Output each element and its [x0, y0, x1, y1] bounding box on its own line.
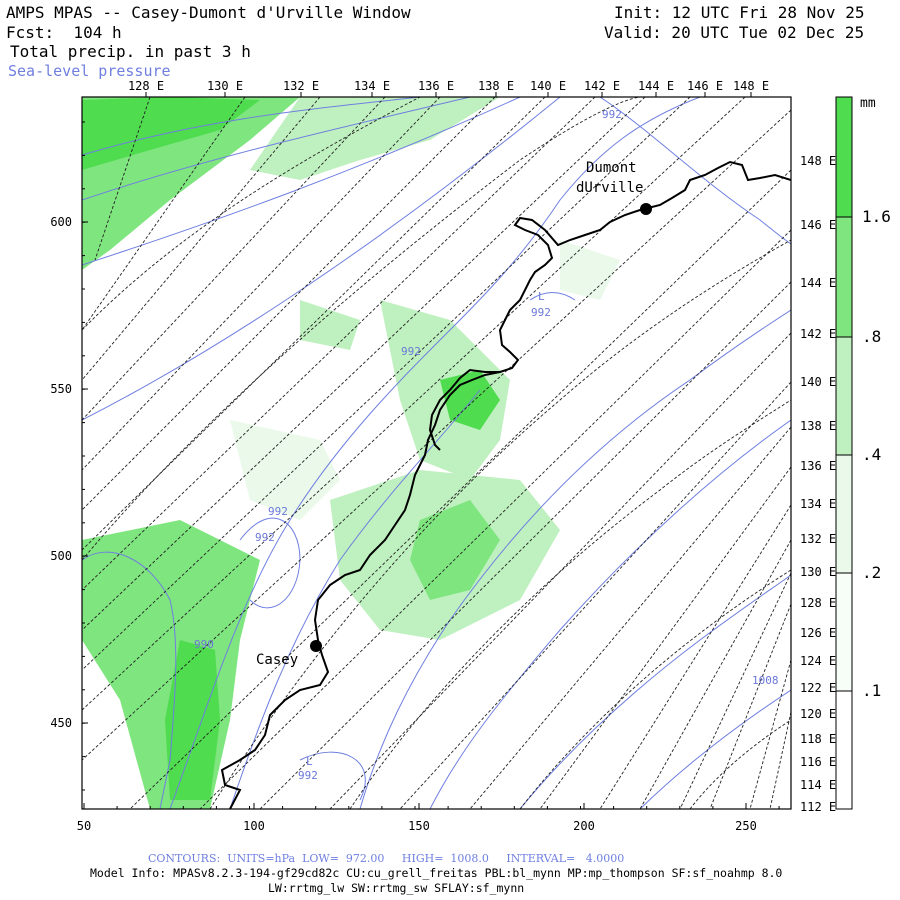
top-longitude-labels: 128 E 130 E 132 E 134 E 136 E 138 E 140 E 142 E…: [128, 79, 769, 97]
colorbar-segment-none: [836, 691, 852, 809]
top-lon-label-7: 142 E: [584, 79, 620, 93]
y-tick-label-450: 450: [50, 716, 72, 730]
colorbar-label-0.8: .8: [862, 327, 881, 346]
low-label-south: L: [306, 755, 313, 768]
y-tick-label-500: 500: [50, 549, 72, 563]
top-lon-label-5: 138 E: [478, 79, 514, 93]
x-tick-label-250: 250: [735, 819, 757, 833]
right-lon-label-7: 134 E: [800, 497, 836, 511]
precip-shading: [82, 97, 791, 809]
contour-label-1008: 1008: [752, 674, 779, 687]
top-lon-label-2: 132 E: [283, 79, 319, 93]
colorbar-unit: mm: [860, 96, 876, 111]
right-lon-label-13: 122 E: [800, 681, 836, 695]
colorbar-segment-lightest: [836, 573, 852, 691]
right-lon-label-5: 138 E: [800, 419, 836, 433]
y-tick-label-550: 550: [50, 382, 72, 396]
right-lon-label-8: 132 E: [800, 532, 836, 546]
precip-area-p6: [410, 500, 500, 600]
right-lon-label-6: 136 E: [800, 459, 836, 473]
field-description: Total precip. in past 3 h: [10, 42, 251, 61]
right-lon-label-2: 144 E: [800, 276, 836, 290]
coastline: [220, 160, 791, 809]
right-lon-label-4: 140 E: [800, 375, 836, 389]
y-tick-label-600: 600: [50, 215, 72, 229]
right-lon-label-15: 118 E: [800, 732, 836, 746]
contour-labels: 992 992 992 992 992 990 992 1008 L L: [194, 108, 779, 782]
top-lon-label-4: 136 E: [418, 79, 454, 93]
precip-area-p2: [250, 97, 500, 180]
model-info-physics: LW:rrtmg_lw SW:rrtmg_sw SFLAY:sf_mynn: [268, 881, 525, 895]
top-lon-label-0: 128 E: [128, 79, 164, 93]
right-lon-label-10: 128 E: [800, 596, 836, 610]
forecast-hour: Fcst: 104 h: [6, 23, 122, 42]
x-tick-label-150: 150: [408, 819, 430, 833]
colorbar-label-0.1: .1: [862, 681, 881, 700]
contour-label-992-f: 992: [298, 769, 318, 782]
x-tick-label-100: 100: [243, 819, 265, 833]
precip-area-p9: [165, 640, 220, 800]
map-title: AMPS MPAS -- Casey-Dumont d'Urville Wind…: [6, 3, 411, 22]
colorbar-segment-mid: [836, 337, 852, 455]
contour-label-992-a: 992: [602, 108, 622, 121]
right-lon-label-18: 112 E: [800, 800, 836, 814]
graticule: [82, 97, 791, 809]
right-lon-label-1: 146 E: [800, 218, 836, 232]
right-lon-label-9: 130 E: [800, 565, 836, 579]
casey-station-marker: [310, 640, 322, 652]
colorbar-label-0.4: .4: [862, 445, 881, 464]
overlay-description: Sea-level pressure: [8, 62, 171, 80]
top-lon-label-3: 134 E: [354, 79, 390, 93]
precip-area-p12: [560, 240, 620, 300]
colorbar-segment-strong: [836, 217, 852, 337]
right-lon-label-0: 148 E: [800, 154, 836, 168]
contour-info: CONTOURS: UNITS=hPa LOW= 972.00 HIGH= 10…: [148, 852, 625, 865]
top-lon-label-9: 146 E: [687, 79, 723, 93]
stations: Casey Dumont dUrville: [256, 160, 652, 668]
colorbar: mm 1.6 .8 .4 .2 .1: [835, 96, 891, 810]
top-lon-label-10: 148 E: [733, 79, 769, 93]
x-axis: 50 100 150 200 250: [77, 803, 780, 833]
model-info: Model Info: MPASv8.2.3-194-gf29cd82c CU:…: [90, 866, 783, 880]
right-lon-label-16: 116 E: [800, 755, 836, 769]
colorbar-segment-heavy: [836, 97, 852, 217]
precip-area-p8: [82, 97, 260, 170]
right-lon-label-11: 126 E: [800, 626, 836, 640]
colorbar-label-1.6: 1.6: [862, 207, 891, 226]
dumont-durville-label-line2: dUrville: [576, 180, 643, 196]
y-axis: 600 550 500 450: [50, 121, 88, 791]
top-lon-label-8: 144 E: [638, 79, 674, 93]
contour-label-992-e: 992: [255, 531, 275, 544]
dumont-durville-label-line1: Dumont: [586, 160, 637, 176]
right-longitude-labels: 148 E 146 E 144 E 142 E 140 E 138 E 136 E 134 E…: [800, 154, 836, 814]
contour-label-990: 990: [194, 638, 214, 651]
right-lon-label-12: 124 E: [800, 654, 836, 668]
right-lon-label-3: 142 E: [800, 327, 836, 341]
right-lon-label-14: 120 E: [800, 707, 836, 721]
colorbar-label-0.2: .2: [862, 563, 881, 582]
valid-time: Valid: 20 UTC Tue 02 Dec 25: [604, 23, 865, 42]
contour-label-992-b: 992: [531, 306, 551, 319]
contour-label-992-d: 992: [268, 505, 288, 518]
contour-label-992-c: 992: [401, 345, 421, 358]
top-lon-label-6: 140 E: [530, 79, 566, 93]
top-lon-label-1: 130 E: [207, 79, 243, 93]
dumont-durville-station-marker: [640, 203, 652, 215]
init-time: Init: 12 UTC Fri 28 Nov 25: [614, 3, 865, 22]
precip-area-p10: [230, 420, 340, 520]
colorbar-segment-light: [836, 455, 852, 573]
right-lon-label-17: 114 E: [800, 778, 836, 792]
low-label-north: L: [538, 290, 545, 303]
x-tick-label-200: 200: [573, 819, 595, 833]
casey-station-label: Casey: [256, 652, 298, 668]
x-tick-label-50: 50: [77, 819, 91, 833]
